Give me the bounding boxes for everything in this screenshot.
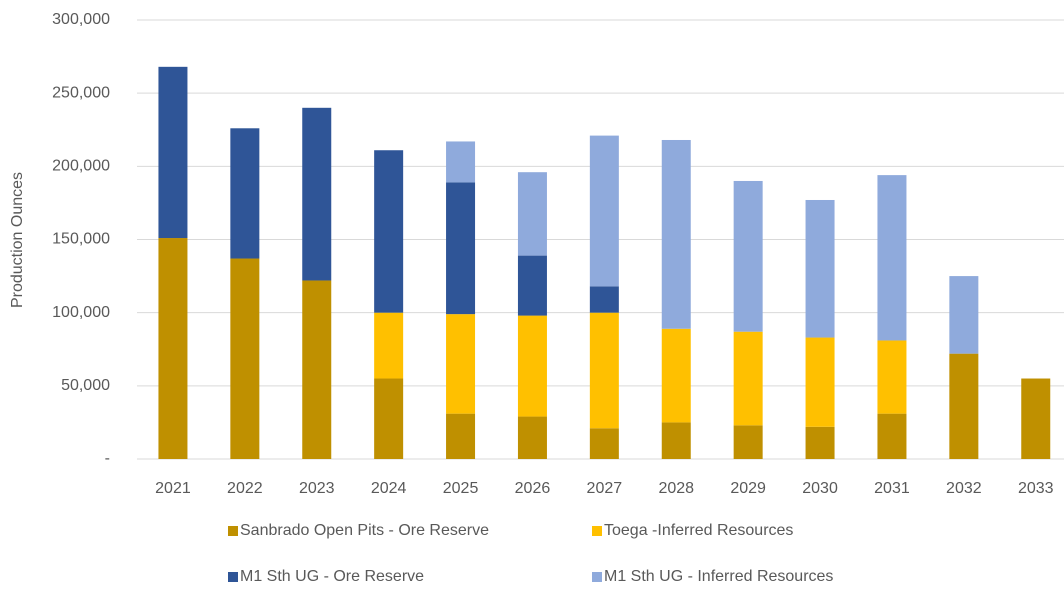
bar-segment bbox=[374, 378, 404, 459]
bar-segment bbox=[1021, 378, 1051, 459]
bar-segment bbox=[733, 180, 763, 332]
x-tick-label: 2026 bbox=[515, 480, 551, 497]
x-tick-label: 2022 bbox=[227, 480, 263, 497]
bar-segment bbox=[589, 286, 619, 313]
bar-segment bbox=[158, 238, 188, 459]
bar-segment bbox=[230, 258, 260, 459]
bar-segment bbox=[374, 312, 404, 379]
x-tick-label: 2027 bbox=[587, 480, 623, 497]
bar-segment bbox=[517, 315, 547, 417]
legend-label: Sanbrado Open Pits - Ore Reserve bbox=[240, 522, 489, 539]
legend-label: Toega -Inferred Resources bbox=[604, 522, 793, 539]
y-tick-label: 250,000 bbox=[52, 84, 110, 101]
x-tick-label: 2023 bbox=[299, 480, 335, 497]
bar-segment bbox=[661, 328, 691, 423]
bar-segment bbox=[302, 107, 332, 281]
bar-segment bbox=[517, 255, 547, 316]
bar-segment bbox=[661, 422, 691, 459]
y-tick-label: 150,000 bbox=[52, 231, 110, 248]
bar-segment bbox=[661, 139, 691, 329]
x-tick-label: 2032 bbox=[946, 480, 982, 497]
bar-segment bbox=[374, 150, 404, 313]
x-tick-label: 2033 bbox=[1018, 480, 1054, 497]
bar-segment bbox=[805, 337, 835, 427]
x-tick-label: 2021 bbox=[155, 480, 191, 497]
x-tick-label: 2031 bbox=[874, 480, 910, 497]
y-tick-label: 50,000 bbox=[61, 377, 110, 394]
bar-segment bbox=[158, 66, 188, 239]
bar-segment bbox=[589, 428, 619, 459]
bar-segment bbox=[517, 172, 547, 256]
x-tick-label: 2029 bbox=[730, 480, 766, 497]
legend-swatch bbox=[228, 572, 238, 582]
bar-segment bbox=[446, 314, 476, 414]
bar-segment bbox=[733, 425, 763, 459]
bar-segment bbox=[446, 182, 476, 315]
bar-segment bbox=[877, 175, 907, 341]
bar-segment bbox=[446, 413, 476, 459]
y-tick-label: 200,000 bbox=[52, 158, 110, 175]
y-axis-title: Production Ounces bbox=[9, 172, 26, 308]
bar-segment bbox=[949, 353, 979, 459]
x-tick-label: 2024 bbox=[371, 480, 407, 497]
legend-label: M1 Sth UG - Inferred Resources bbox=[604, 568, 833, 585]
bar-segment bbox=[446, 141, 476, 183]
legend-swatch bbox=[592, 572, 602, 582]
legend-swatch bbox=[228, 526, 238, 536]
bar-segment bbox=[302, 280, 332, 459]
bar-segment bbox=[517, 416, 547, 459]
y-tick-label: 300,000 bbox=[52, 11, 110, 28]
bar-segment bbox=[805, 426, 835, 459]
bar-segment bbox=[589, 312, 619, 429]
bar-segment bbox=[877, 340, 907, 414]
legend-label: M1 Sth UG - Ore Reserve bbox=[240, 568, 424, 585]
bar-segment bbox=[877, 413, 907, 459]
legend-swatch bbox=[592, 526, 602, 536]
x-tick-label: 2025 bbox=[443, 480, 479, 497]
y-tick-label: - bbox=[105, 450, 110, 467]
bar-segment bbox=[230, 128, 260, 259]
y-tick-label: 100,000 bbox=[52, 304, 110, 321]
x-tick-label: 2030 bbox=[802, 480, 838, 497]
bar-segment bbox=[733, 331, 763, 426]
bar-segment bbox=[949, 276, 979, 354]
x-tick-label: 2028 bbox=[658, 480, 694, 497]
bar-segment bbox=[805, 199, 835, 338]
bar-segment bbox=[589, 135, 619, 287]
